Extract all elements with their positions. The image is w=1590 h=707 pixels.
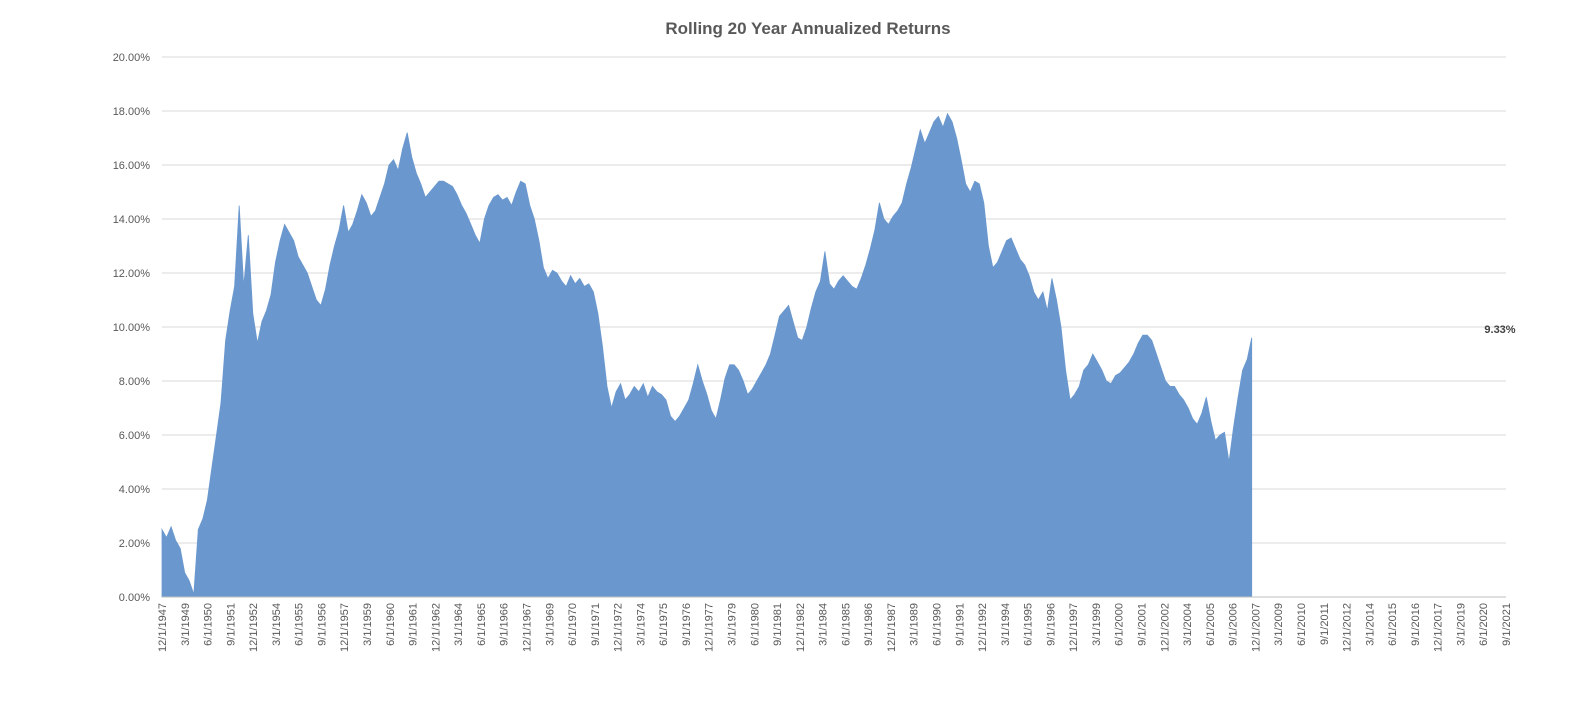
x-tick-label: 3/1/1994: [1000, 603, 1012, 646]
x-tick-label: 12/1/1992: [977, 603, 989, 652]
x-tick-label: 6/1/1985: [840, 603, 852, 646]
chart-title: Rolling 20 Year Annualized Returns: [665, 19, 950, 38]
x-tick-label: 6/1/1990: [932, 603, 944, 646]
x-tick-label: 6/1/2010: [1296, 603, 1308, 646]
x-tick-label: 3/1/2014: [1364, 603, 1376, 646]
x-tick-label: 12/1/1967: [522, 603, 534, 652]
x-tick-label: 3/1/2009: [1273, 603, 1285, 646]
x-tick-label: 6/1/1965: [476, 603, 488, 646]
x-tick-label: 6/1/1995: [1023, 603, 1035, 646]
x-tick-label: 3/1/1969: [544, 603, 556, 646]
x-tick-label: 6/1/2020: [1478, 603, 1490, 646]
x-tick-label: 6/1/1960: [385, 603, 397, 646]
x-tick-label: 12/1/1957: [339, 603, 351, 652]
x-tick-label: 12/1/1962: [430, 603, 442, 652]
y-tick-label: 14.00%: [113, 214, 151, 226]
x-tick-label: 3/1/1954: [271, 603, 283, 646]
x-tick-label: 6/1/2000: [1114, 603, 1126, 646]
y-tick-label: 18.00%: [113, 106, 151, 118]
x-tick-label: 9/1/2016: [1410, 603, 1422, 646]
x-tick-label: 6/1/1950: [203, 603, 215, 646]
annotations: 9.33%: [1484, 324, 1515, 336]
x-tick-label: 6/1/1975: [658, 603, 670, 646]
x-tick-label: 9/1/2001: [1137, 603, 1149, 646]
x-tick-label: 9/1/1951: [225, 603, 237, 646]
x-tick-label: 6/1/2015: [1387, 603, 1399, 646]
x-tick-label: 9/1/2011: [1319, 603, 1331, 645]
y-tick-label: 16.00%: [113, 160, 151, 172]
x-tick-label: 3/1/1984: [818, 603, 830, 646]
x-tick-label: 3/1/1974: [635, 603, 647, 646]
x-tick-label: 12/1/2012: [1342, 603, 1354, 652]
x-tick-label: 3/1/1989: [909, 603, 921, 646]
x-tick-label: 9/1/1966: [499, 603, 511, 646]
x-tick-label: 12/1/1982: [795, 603, 807, 652]
x-tick-label: 9/1/2021: [1501, 603, 1513, 646]
x-tick-label: 9/1/1981: [772, 603, 784, 646]
x-tick-label: 9/1/2006: [1228, 603, 1240, 646]
x-tick-label: 3/1/1949: [180, 603, 192, 646]
x-tick-label: 12/1/1997: [1068, 603, 1080, 652]
area-fill: [161, 112, 1253, 598]
y-tick-label: 4.00%: [119, 484, 150, 496]
data-label: 9.33%: [1484, 324, 1515, 336]
x-tick-label: 3/1/1979: [727, 603, 739, 646]
x-tick-label: 9/1/1961: [408, 603, 420, 646]
x-tick-label: 3/1/1959: [362, 603, 374, 646]
x-tick-label: 12/1/1987: [886, 603, 898, 652]
y-tick-label: 0.00%: [119, 592, 150, 604]
x-tick-label: 12/1/2007: [1250, 603, 1262, 652]
x-tick-label: 12/1/1947: [157, 603, 169, 652]
y-tick-label: 6.00%: [119, 430, 150, 442]
x-tick-label: 9/1/1986: [863, 603, 875, 646]
area-series: [161, 112, 1253, 598]
x-axis: 12/1/1947 3/1/1949 6/1/1950 9/1/1951 12/1/19…: [157, 596, 1513, 652]
x-tick-label: 6/1/1955: [294, 603, 306, 646]
x-tick-label: 6/1/2005: [1205, 603, 1217, 646]
x-tick-label: 12/1/1977: [704, 603, 716, 652]
x-tick-label: 9/1/1956: [317, 603, 329, 646]
x-tick-label: 6/1/1980: [749, 603, 761, 646]
x-tick-label: 9/1/1991: [954, 603, 966, 646]
y-tick-label: 20.00%: [113, 52, 151, 64]
y-tick-label: 12.00%: [113, 268, 151, 280]
y-tick-label: 10.00%: [113, 322, 151, 334]
x-tick-label: 12/1/1952: [248, 603, 260, 652]
x-tick-label: 9/1/1971: [590, 603, 602, 646]
x-tick-label: 3/1/2019: [1455, 603, 1467, 646]
x-tick-label: 12/1/2017: [1433, 603, 1445, 652]
x-tick-label: 12/1/2002: [1159, 603, 1171, 652]
x-tick-label: 12/1/1972: [613, 603, 625, 652]
x-tick-label: 9/1/1996: [1045, 603, 1057, 646]
x-tick-label: 3/1/1964: [453, 603, 465, 646]
x-tick-label: 9/1/1976: [681, 603, 693, 646]
y-axis: 0.00% 2.00% 4.00% 6.00% 8.00% 10.00% 12.00% 14.…: [113, 52, 151, 604]
x-tick-label: 3/1/2004: [1182, 603, 1194, 646]
y-tick-label: 8.00%: [119, 376, 150, 388]
y-tick-label: 2.00%: [119, 538, 150, 550]
x-tick-label: 6/1/1970: [567, 603, 579, 646]
x-tick-label: 3/1/1999: [1091, 603, 1103, 646]
